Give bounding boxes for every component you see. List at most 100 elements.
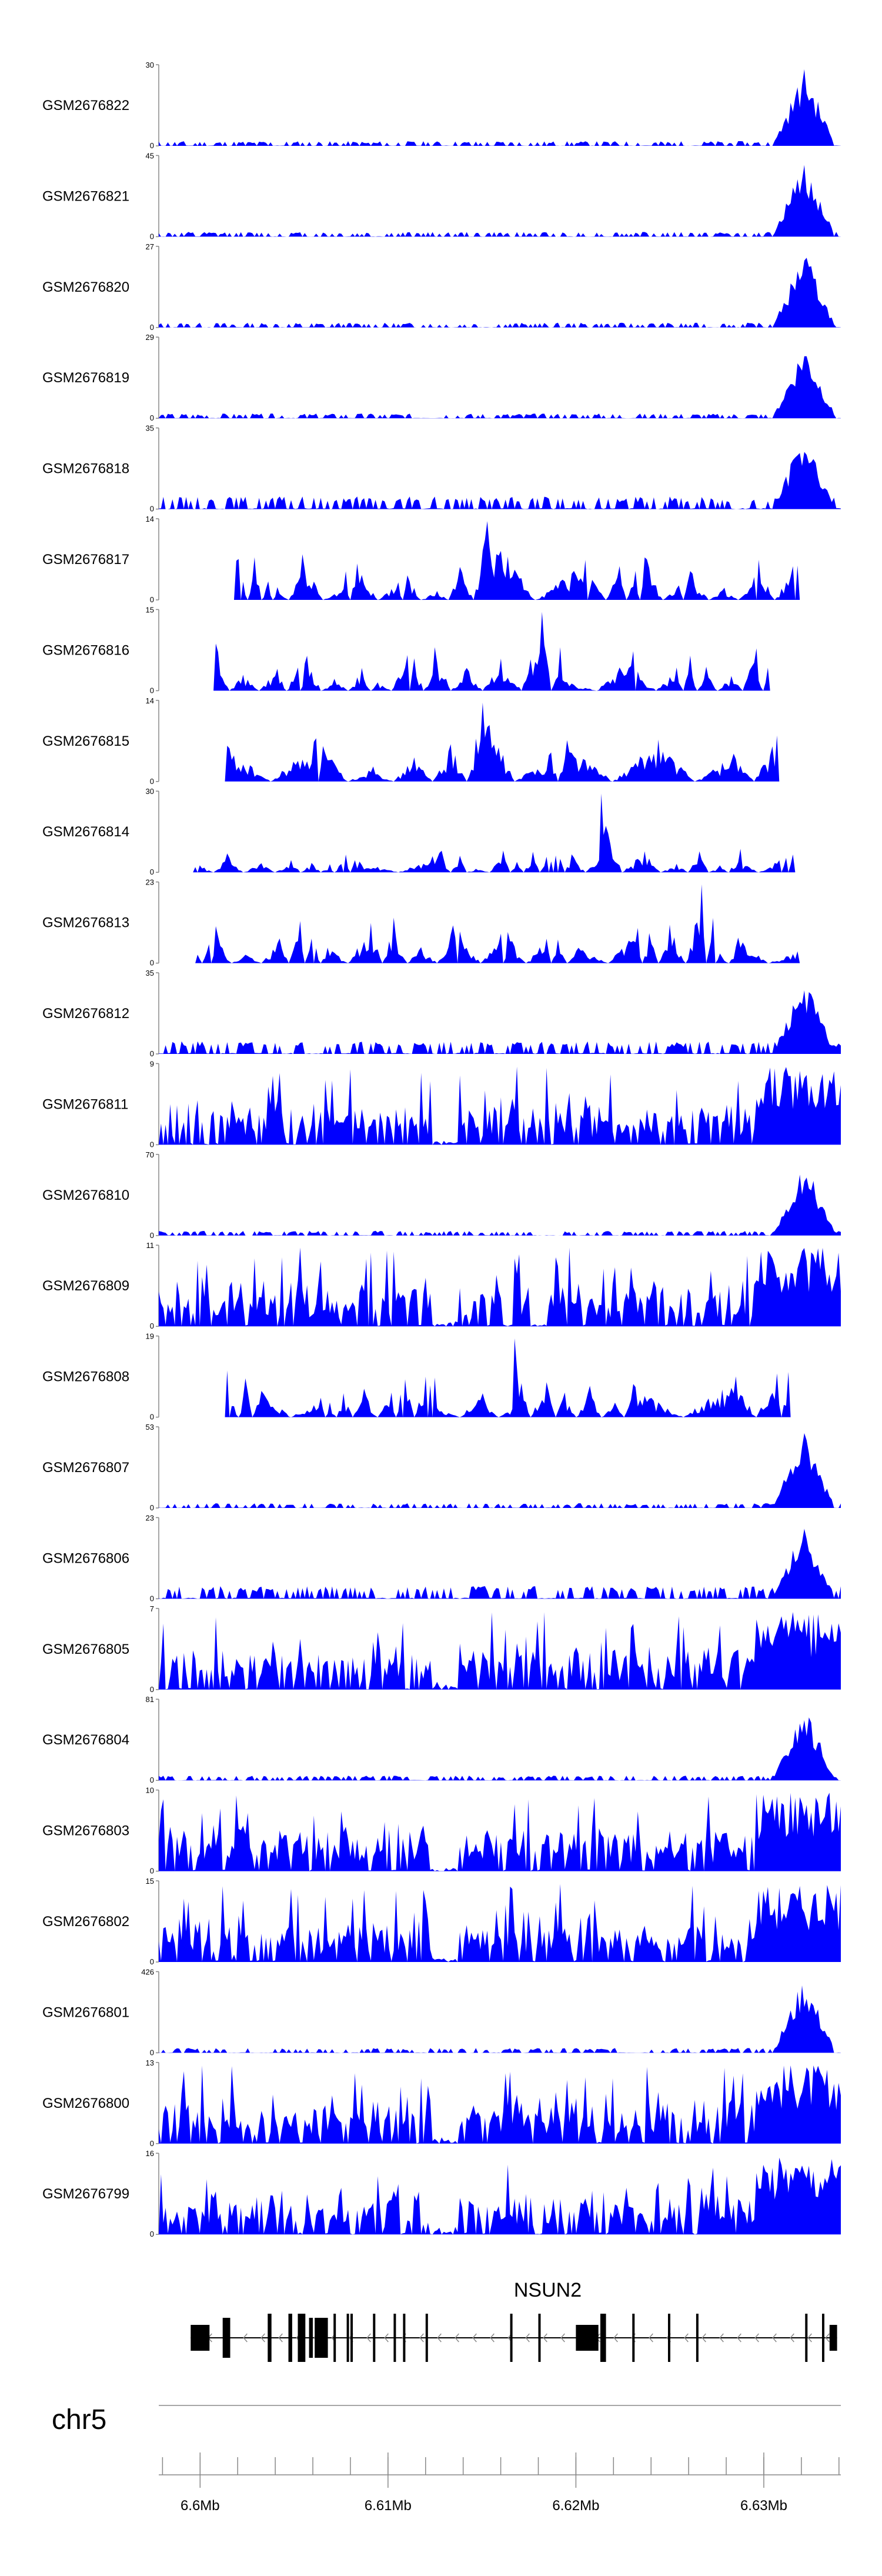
track: GSM2676810 70 0 xyxy=(42,1150,841,1240)
strand-arrow xyxy=(278,2333,283,2343)
track-ymin-label: 0 xyxy=(150,1957,154,1966)
exon xyxy=(600,2314,606,2362)
x-tick-label: 6.62Mb xyxy=(552,2498,599,2514)
exon xyxy=(576,2325,599,2351)
exon xyxy=(298,2314,306,2362)
track: GSM2676802 15 0 xyxy=(42,1877,841,1966)
strand-arrow xyxy=(649,2333,653,2343)
track-ymax-label: 19 xyxy=(146,1332,154,1341)
exon xyxy=(403,2314,406,2362)
gene-annotation-track: NSUN2 xyxy=(191,2279,837,2362)
coverage-area xyxy=(159,258,841,328)
exon xyxy=(191,2325,210,2351)
strand-arrow xyxy=(719,2333,724,2343)
track-label: GSM2676802 xyxy=(42,1914,129,1930)
track-ymax-label: 13 xyxy=(146,2058,154,2067)
track-ymax-label: 10 xyxy=(146,1786,154,1795)
track-label: GSM2676806 xyxy=(42,1550,129,1566)
gene-name-label: NSUN2 xyxy=(514,2279,582,2301)
track-ymin-label: 0 xyxy=(150,959,154,967)
strand-arrow xyxy=(472,2333,477,2343)
coverage-area xyxy=(159,165,841,237)
track-ymax-label: 45 xyxy=(146,151,154,160)
track-ymin-label: 0 xyxy=(150,1231,154,1240)
track-ymax-label: 426 xyxy=(141,1967,154,1976)
track-ymax-label: 81 xyxy=(146,1695,154,1704)
coverage-area xyxy=(159,1884,841,1962)
track: GSM2676814 30 0 xyxy=(42,787,841,876)
track-label: GSM2676805 xyxy=(42,1641,129,1657)
track-label: GSM2676807 xyxy=(42,1460,129,1476)
track-ymax-label: 11 xyxy=(146,1241,155,1250)
track-ymin-label: 0 xyxy=(150,413,154,422)
track-ymax-label: 30 xyxy=(146,787,154,796)
track-ymax-label: 16 xyxy=(146,2149,154,2158)
track-label: GSM2676800 xyxy=(42,2095,129,2111)
exon xyxy=(668,2314,670,2362)
track-label: GSM2676812 xyxy=(42,1006,129,1022)
track-ymax-label: 53 xyxy=(146,1423,154,1432)
track: GSM2676805 7 0 xyxy=(42,1604,841,1694)
track-label: GSM2676815 xyxy=(42,733,129,749)
strand-arrow xyxy=(490,2333,495,2343)
coverage-area xyxy=(159,2157,841,2235)
track-ymin-label: 0 xyxy=(150,1049,154,1058)
exon xyxy=(309,2318,313,2358)
track: GSM2676817 14 0 xyxy=(42,515,841,604)
strand-arrow xyxy=(260,2333,265,2343)
x-tick-label: 6.63Mb xyxy=(740,2498,787,2514)
track-ymax-label: 35 xyxy=(146,424,154,433)
exon xyxy=(696,2314,699,2362)
coverage-area xyxy=(159,2065,841,2144)
coverage-area xyxy=(159,452,841,509)
coverage-area xyxy=(159,356,841,419)
track-ymax-label: 9 xyxy=(150,1059,154,1068)
coverage-area xyxy=(159,1247,841,1327)
track-label: GSM2676810 xyxy=(42,1187,129,1203)
exon xyxy=(393,2314,396,2362)
track: GSM2676803 10 0 xyxy=(42,1786,841,1876)
strand-arrow xyxy=(807,2333,812,2343)
strand-arrow xyxy=(701,2333,706,2343)
track-ymin-label: 0 xyxy=(150,595,154,604)
track-ymin-label: 0 xyxy=(150,1594,154,1603)
track-label: GSM2676813 xyxy=(42,915,129,931)
track: GSM2676804 81 0 xyxy=(42,1695,841,1784)
track-ymax-label: 14 xyxy=(146,696,154,705)
track-ymin-label: 0 xyxy=(150,1322,154,1330)
exon xyxy=(805,2314,808,2362)
track-ymin-label: 0 xyxy=(150,1867,154,1876)
track-ymax-label: 35 xyxy=(146,969,154,977)
track-label: GSM2676818 xyxy=(42,461,129,477)
track: GSM2676801 426 0 xyxy=(42,1967,841,2057)
track: GSM2676821 45 0 xyxy=(42,151,841,241)
track-label: GSM2676817 xyxy=(42,552,129,568)
track-ymax-label: 29 xyxy=(146,333,154,342)
coverage-area xyxy=(159,702,841,782)
exon xyxy=(333,2314,336,2362)
strand-arrow xyxy=(790,2333,794,2343)
track-ymax-label: 15 xyxy=(146,605,154,614)
track: GSM2676809 11 0 xyxy=(42,1241,841,1330)
track: GSM2676820 27 0 xyxy=(42,242,841,332)
track: GSM2676811 9 0 xyxy=(42,1059,841,1149)
track: GSM2676819 29 0 xyxy=(42,333,841,422)
track-ymin-label: 0 xyxy=(150,1776,154,1784)
chromosome-label: chr5 xyxy=(52,2404,106,2435)
track-label: GSM2676803 xyxy=(42,1823,129,1839)
coverage-area xyxy=(159,990,841,1054)
track-ymax-label: 14 xyxy=(146,515,154,523)
track-ymin-label: 0 xyxy=(150,1413,154,1422)
coverage-area xyxy=(159,1066,841,1145)
track-ymin-label: 0 xyxy=(150,2139,154,2148)
exon xyxy=(222,2318,230,2358)
track: GSM2676816 15 0 xyxy=(42,605,841,695)
exon xyxy=(268,2314,272,2362)
track-label: GSM2676804 xyxy=(42,1732,129,1748)
coverage-area xyxy=(159,1717,841,1781)
strand-arrow xyxy=(560,2333,565,2343)
coverage-area xyxy=(159,612,841,691)
track-label: GSM2676816 xyxy=(42,642,129,658)
strand-arrow xyxy=(419,2333,424,2343)
track: GSM2676822 30 0 xyxy=(42,61,841,150)
